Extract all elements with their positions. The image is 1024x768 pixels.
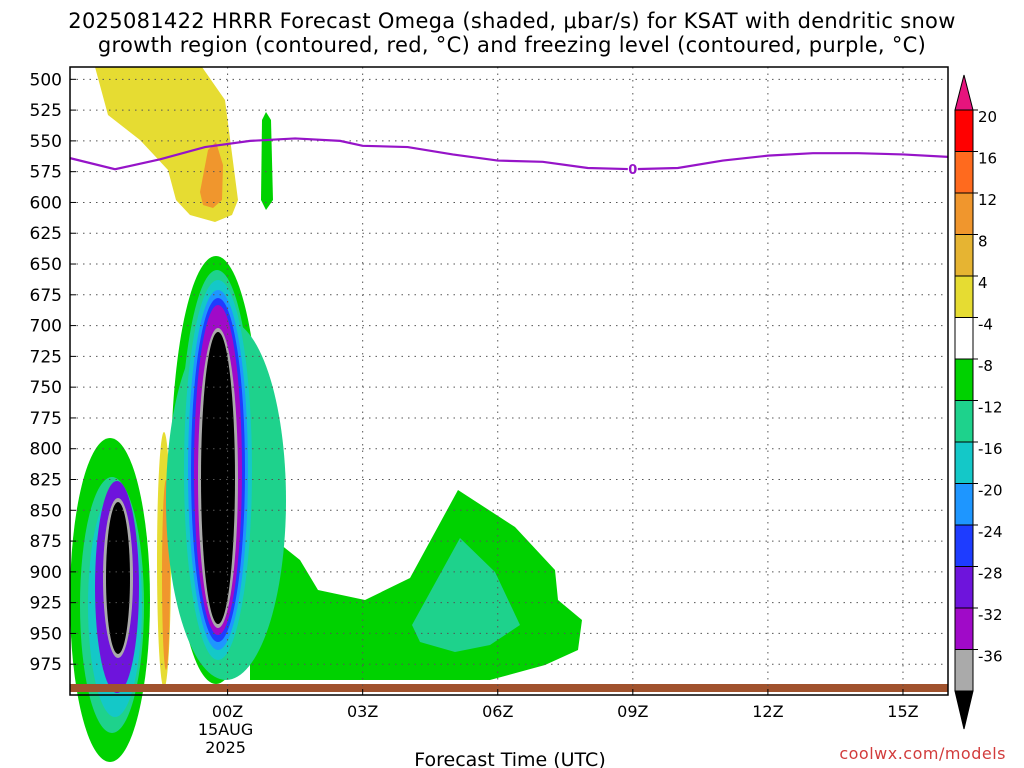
colorbar-swatch-5 [954,317,974,360]
colorbar-label-5: -4 [978,316,993,334]
colorbar-label-0: 20 [978,108,997,126]
freezing-level-label-bg [627,162,638,177]
x-tick-label-15Z: 15Z [887,702,918,721]
y-tick-label-775: 775 [30,409,62,429]
colorbar-label-10: -24 [978,523,1003,541]
colorbar-label-1: 16 [978,150,997,168]
cell-main-core [201,332,235,624]
colorbar-swatch-8 [954,441,974,484]
x-tick-label-03Z: 03Z [347,702,378,721]
colorbar-swatch-10 [954,524,974,567]
omega-shading [70,67,948,762]
y-tick-label-925: 925 [30,594,62,614]
axes: 500 525 550 575 600 625 650 675 700 725 750 775 800 8… [30,66,949,768]
y-tick-label-525: 525 [30,101,62,121]
plot-frame [69,66,949,696]
freezing-level-line [69,137,949,171]
y-tick-label-575: 575 [30,163,62,183]
colorbar-label-3: 8 [978,233,988,251]
y-tick-label-675: 675 [30,286,62,306]
colorbar-swatch-3 [954,234,974,277]
y-tick-label-500: 500 [30,70,62,90]
x-tick-year: 2025 [205,738,246,757]
chart-title-line-2: growth region (contoured, red, °C) and f… [97,33,927,57]
y-tick-label-900: 900 [30,563,62,583]
y-tick-label-975: 975 [30,655,62,675]
colorbar-swatch-11 [954,566,974,609]
colorbar-label-12: -32 [978,606,1003,624]
y-tick-label-800: 800 [30,440,62,460]
y-tick-label-850: 850 [30,501,62,521]
colorbar-label-4: 4 [978,274,988,292]
colorbar-swatch-0 [954,109,974,152]
colorbar-label-7: -12 [978,399,1003,417]
freezing-level-contour: 0 [69,137,949,178]
y-tick-label-750: 750 [30,378,62,398]
y-tick-label-950: 950 [30,624,62,644]
chart-title-line-1: 2025081422 HRRR Forecast Omega (shaded, … [68,9,956,33]
y-tick-label-650: 650 [30,255,62,275]
x-tick-label-06Z: 06Z [482,702,513,721]
colorbar-under-arrow [954,690,974,730]
colorbar-swatch-4 [954,275,974,318]
omega-area-teal-patch [412,538,520,652]
x-axis-label: Forecast Time (UTC) [414,749,605,768]
credit-text: coolwx.com/models [839,744,1006,763]
x-tick-label-00Z: 00Z [212,702,243,721]
colorbar-swatch-7 [954,400,974,443]
colorbar-over-arrow [954,74,974,111]
cell-left-core [106,502,130,654]
x-tick-label-12Z: 12Z [752,702,783,721]
freezing-level-label: 0 [628,163,637,178]
y-tick-label-625: 625 [30,224,62,244]
colorbar-label-6: -8 [978,357,993,375]
y-tick-label-725: 725 [30,347,62,367]
colorbar-swatch-2 [954,192,974,235]
colorbar-swatch-6 [954,358,974,401]
y-tick-label-875: 875 [30,532,62,552]
colorbar-label-9: -20 [978,482,1003,500]
colorbar-label-2: 12 [978,191,997,209]
omega-area-green-strip [261,112,273,210]
y-tick-label-825: 825 [30,471,62,491]
x-tick-date: 15AUG [198,720,253,739]
colorbar-label-8: -16 [978,440,1003,458]
colorbar-swatch-12 [954,607,974,650]
colorbar-label-11: -28 [978,565,1003,583]
colorbar-swatch-9 [954,483,974,526]
colorbar: 20 16 12 8 4 -4 -8 -12 -16 -20 -24 -28 -32 -36 [954,74,1003,730]
colorbar-swatch-13 [954,649,974,692]
colorbar-swatch-1 [954,151,974,194]
y-tick-label-600: 600 [30,193,62,213]
ground-terrain [70,684,948,692]
y-tick-label-550: 550 [30,132,62,152]
omega-area-upper-orange [200,142,223,208]
colorbar-label-13: -36 [978,648,1003,666]
x-tick-label-09Z: 09Z [617,702,648,721]
y-tick-label-700: 700 [30,317,62,337]
